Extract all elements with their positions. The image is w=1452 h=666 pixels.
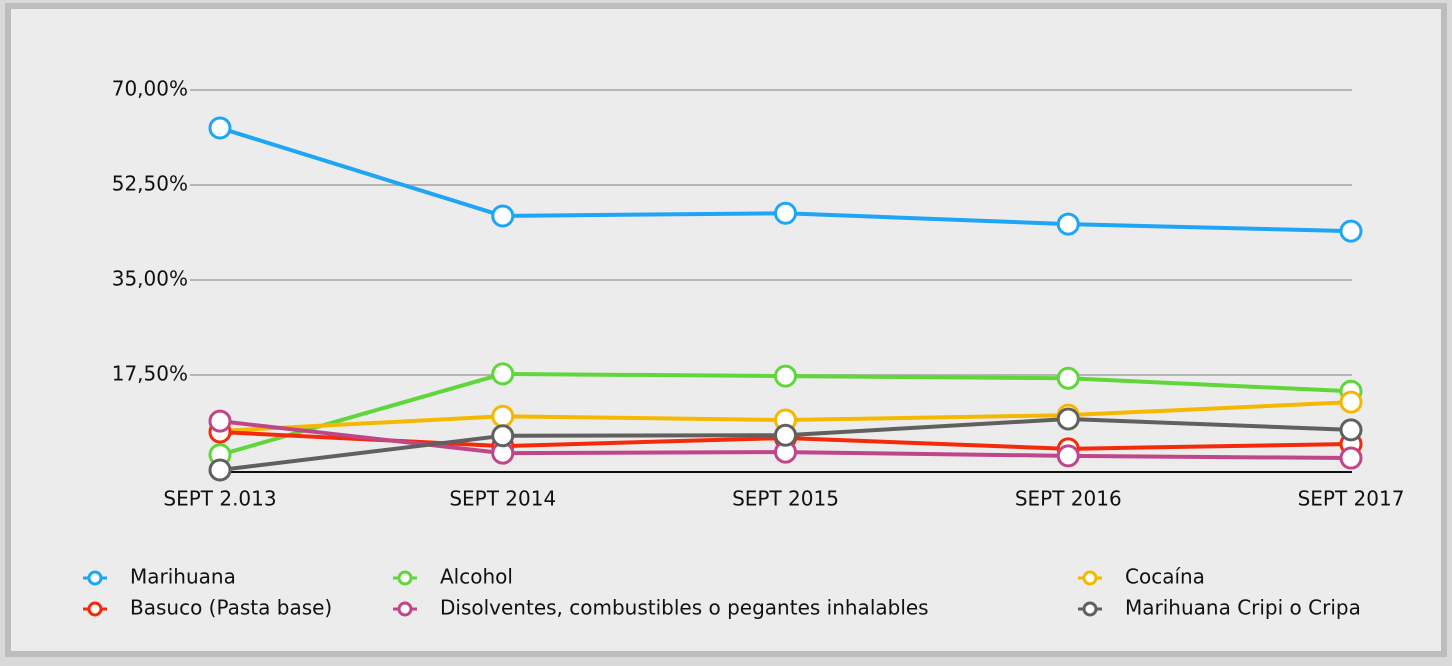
data-point	[491, 204, 515, 228]
y-tick-label: 17,50%	[112, 362, 188, 386]
x-tick-label: SEPT 2014	[449, 487, 556, 511]
data-point	[774, 364, 797, 388]
legend-label: Alcohol	[440, 565, 513, 589]
x-tick-label: SEPT 2015	[732, 487, 839, 511]
data-point	[208, 458, 232, 482]
x-tick-label: SEPT 2016	[1015, 487, 1122, 511]
y-tick-label: 52,50%	[112, 172, 188, 196]
legend-marker	[397, 601, 413, 617]
legend-marker	[87, 570, 103, 586]
data-point	[1339, 390, 1363, 414]
data-point	[1339, 219, 1363, 243]
data-point	[1339, 418, 1363, 442]
data-point	[491, 404, 515, 428]
data-point	[491, 424, 515, 448]
data-point	[1056, 212, 1080, 236]
data-point	[774, 423, 797, 447]
legend-marker	[397, 570, 413, 586]
y-tick-label: 70,00%	[112, 77, 188, 101]
data-point	[208, 409, 232, 433]
legend-marker	[1082, 570, 1098, 586]
data-point	[491, 362, 515, 386]
data-point	[1339, 446, 1363, 470]
x-tick-label: SEPT 2.013	[163, 487, 276, 511]
data-point	[1056, 407, 1080, 431]
legend-label: Marihuana	[130, 565, 236, 589]
data-point	[1056, 366, 1080, 390]
x-tick-label: SEPT 2017	[1298, 487, 1405, 511]
legend-label: Disolventes, combustibles o pegantes inh…	[440, 596, 929, 620]
legend-label: Basuco (Pasta base)	[130, 596, 332, 620]
legend-marker	[1082, 601, 1098, 617]
legend-marker	[87, 601, 103, 617]
data-point	[208, 116, 232, 140]
data-point	[1056, 444, 1080, 468]
y-tick-label: 35,00%	[112, 267, 188, 291]
legend-label: Cocaína	[1125, 565, 1205, 589]
data-point	[774, 201, 797, 225]
panel	[5, 3, 1447, 657]
legend-label: Marihuana Cripi o Cripa	[1125, 596, 1361, 620]
